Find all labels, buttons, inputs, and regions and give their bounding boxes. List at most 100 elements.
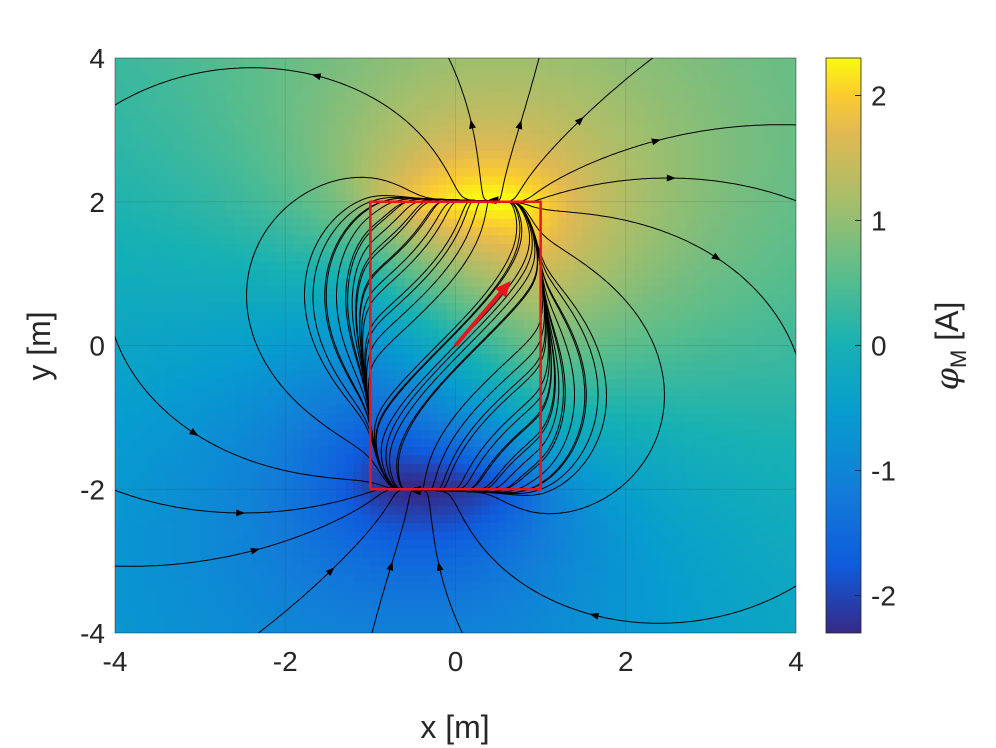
heatmap-cell: [429, 497, 440, 507]
heatmap-cell: [549, 210, 559, 220]
heatmap-cell: [200, 472, 210, 482]
heatmap-cell: [157, 227, 167, 237]
heatmap-cell: [174, 227, 184, 237]
heatmap-cell: [353, 184, 363, 194]
heatmap-cell: [600, 489, 610, 499]
heatmap-cell: [319, 565, 329, 575]
heatmap-cell: [225, 387, 235, 397]
heatmap-cell: [183, 277, 193, 287]
heatmap-cell: [200, 311, 210, 321]
heatmap-cell: [293, 421, 303, 431]
heatmap-cell: [770, 556, 780, 566]
heatmap-cell: [625, 396, 635, 406]
heatmap-cell: [225, 463, 235, 473]
heatmap-cell: [387, 294, 397, 304]
heatmap-cell: [157, 193, 167, 203]
heatmap-cell: [744, 210, 755, 220]
heatmap-cell: [259, 565, 269, 575]
heatmap-cell: [191, 66, 201, 76]
heatmap-cell: [429, 83, 440, 93]
heatmap-cell: [421, 421, 431, 431]
heatmap-cell: [429, 142, 440, 152]
heatmap-cell: [744, 151, 755, 161]
heatmap-cell: [302, 142, 312, 152]
heatmap-cell: [634, 531, 644, 541]
heatmap-cell: [421, 328, 431, 338]
heatmap-cell: [438, 277, 448, 287]
heatmap-cell: [651, 227, 661, 237]
heatmap-cell: [242, 472, 252, 482]
heatmap-cell: [685, 489, 695, 499]
heatmap-cell: [634, 83, 644, 93]
heatmap-cell: [455, 83, 465, 93]
heatmap-cell: [140, 404, 150, 414]
heatmap-cell: [234, 328, 244, 338]
heatmap-cell: [344, 235, 354, 245]
heatmap-cell: [532, 311, 542, 321]
heatmap-cell: [778, 328, 789, 338]
heatmap-cell: [319, 235, 329, 245]
heatmap-cell: [634, 539, 644, 550]
heatmap-cell: [702, 370, 712, 380]
heatmap-cell: [421, 294, 431, 304]
heatmap-cell: [515, 159, 525, 169]
heatmap-cell: [574, 370, 584, 380]
heatmap-cell: [370, 227, 380, 237]
heatmap-cell: [336, 201, 346, 211]
heatmap-cell: [515, 244, 525, 254]
heatmap-cell: [625, 548, 635, 558]
heatmap-cell: [225, 91, 235, 101]
heatmap-cell: [736, 311, 746, 321]
heatmap-cell: [191, 184, 201, 194]
heatmap-cell: [719, 345, 729, 355]
heatmap-cell: [336, 269, 346, 279]
heatmap-cell: [276, 413, 286, 423]
heatmap-cell: [523, 74, 533, 84]
heatmap-cell: [268, 396, 278, 406]
heatmap-cell: [600, 565, 610, 575]
heatmap-cell: [370, 548, 380, 558]
heatmap-cell: [489, 328, 499, 338]
heatmap-cell: [123, 244, 133, 254]
heatmap-cell: [787, 184, 796, 194]
heatmap-cell: [361, 210, 371, 220]
heatmap-cell: [378, 565, 388, 575]
heatmap-cell: [744, 548, 755, 558]
heatmap-cell: [412, 134, 423, 144]
heatmap-cell: [523, 480, 533, 490]
heatmap-cell: [438, 446, 448, 457]
heatmap-cell: [200, 430, 210, 440]
heatmap-cell: [659, 430, 669, 440]
heatmap-cell: [523, 311, 533, 321]
heatmap-cell: [540, 210, 550, 220]
heatmap-cell: [251, 514, 261, 524]
heatmap-cell: [234, 387, 244, 397]
heatmap-cell: [259, 539, 269, 550]
heatmap-cell: [225, 66, 235, 76]
heatmap-cell: [693, 303, 703, 313]
heatmap-cell: [200, 539, 210, 550]
heatmap-cell: [259, 277, 269, 287]
heatmap-cell: [532, 286, 542, 296]
heatmap-cell: [378, 548, 388, 558]
heatmap-cell: [651, 74, 661, 84]
heatmap-cell: [225, 74, 235, 84]
heatmap-cell: [285, 573, 295, 583]
heatmap-cell: [378, 269, 388, 279]
heatmap-cell: [642, 74, 652, 84]
heatmap-cell: [481, 125, 491, 135]
heatmap-cell: [515, 497, 525, 507]
heatmap-cell: [523, 404, 533, 414]
heatmap-cell: [608, 446, 618, 457]
heatmap-cell: [217, 294, 227, 304]
heatmap-cell: [549, 100, 559, 110]
heatmap-cell: [778, 91, 789, 101]
heatmap-cell: [446, 430, 457, 440]
heatmap-cell: [319, 404, 329, 414]
heatmap-cell: [404, 269, 414, 279]
heatmap-cell: [225, 472, 235, 482]
heatmap-cell: [115, 370, 125, 380]
heatmap-cell: [336, 438, 346, 448]
heatmap-cell: [276, 489, 286, 499]
heatmap-cell: [293, 125, 303, 135]
